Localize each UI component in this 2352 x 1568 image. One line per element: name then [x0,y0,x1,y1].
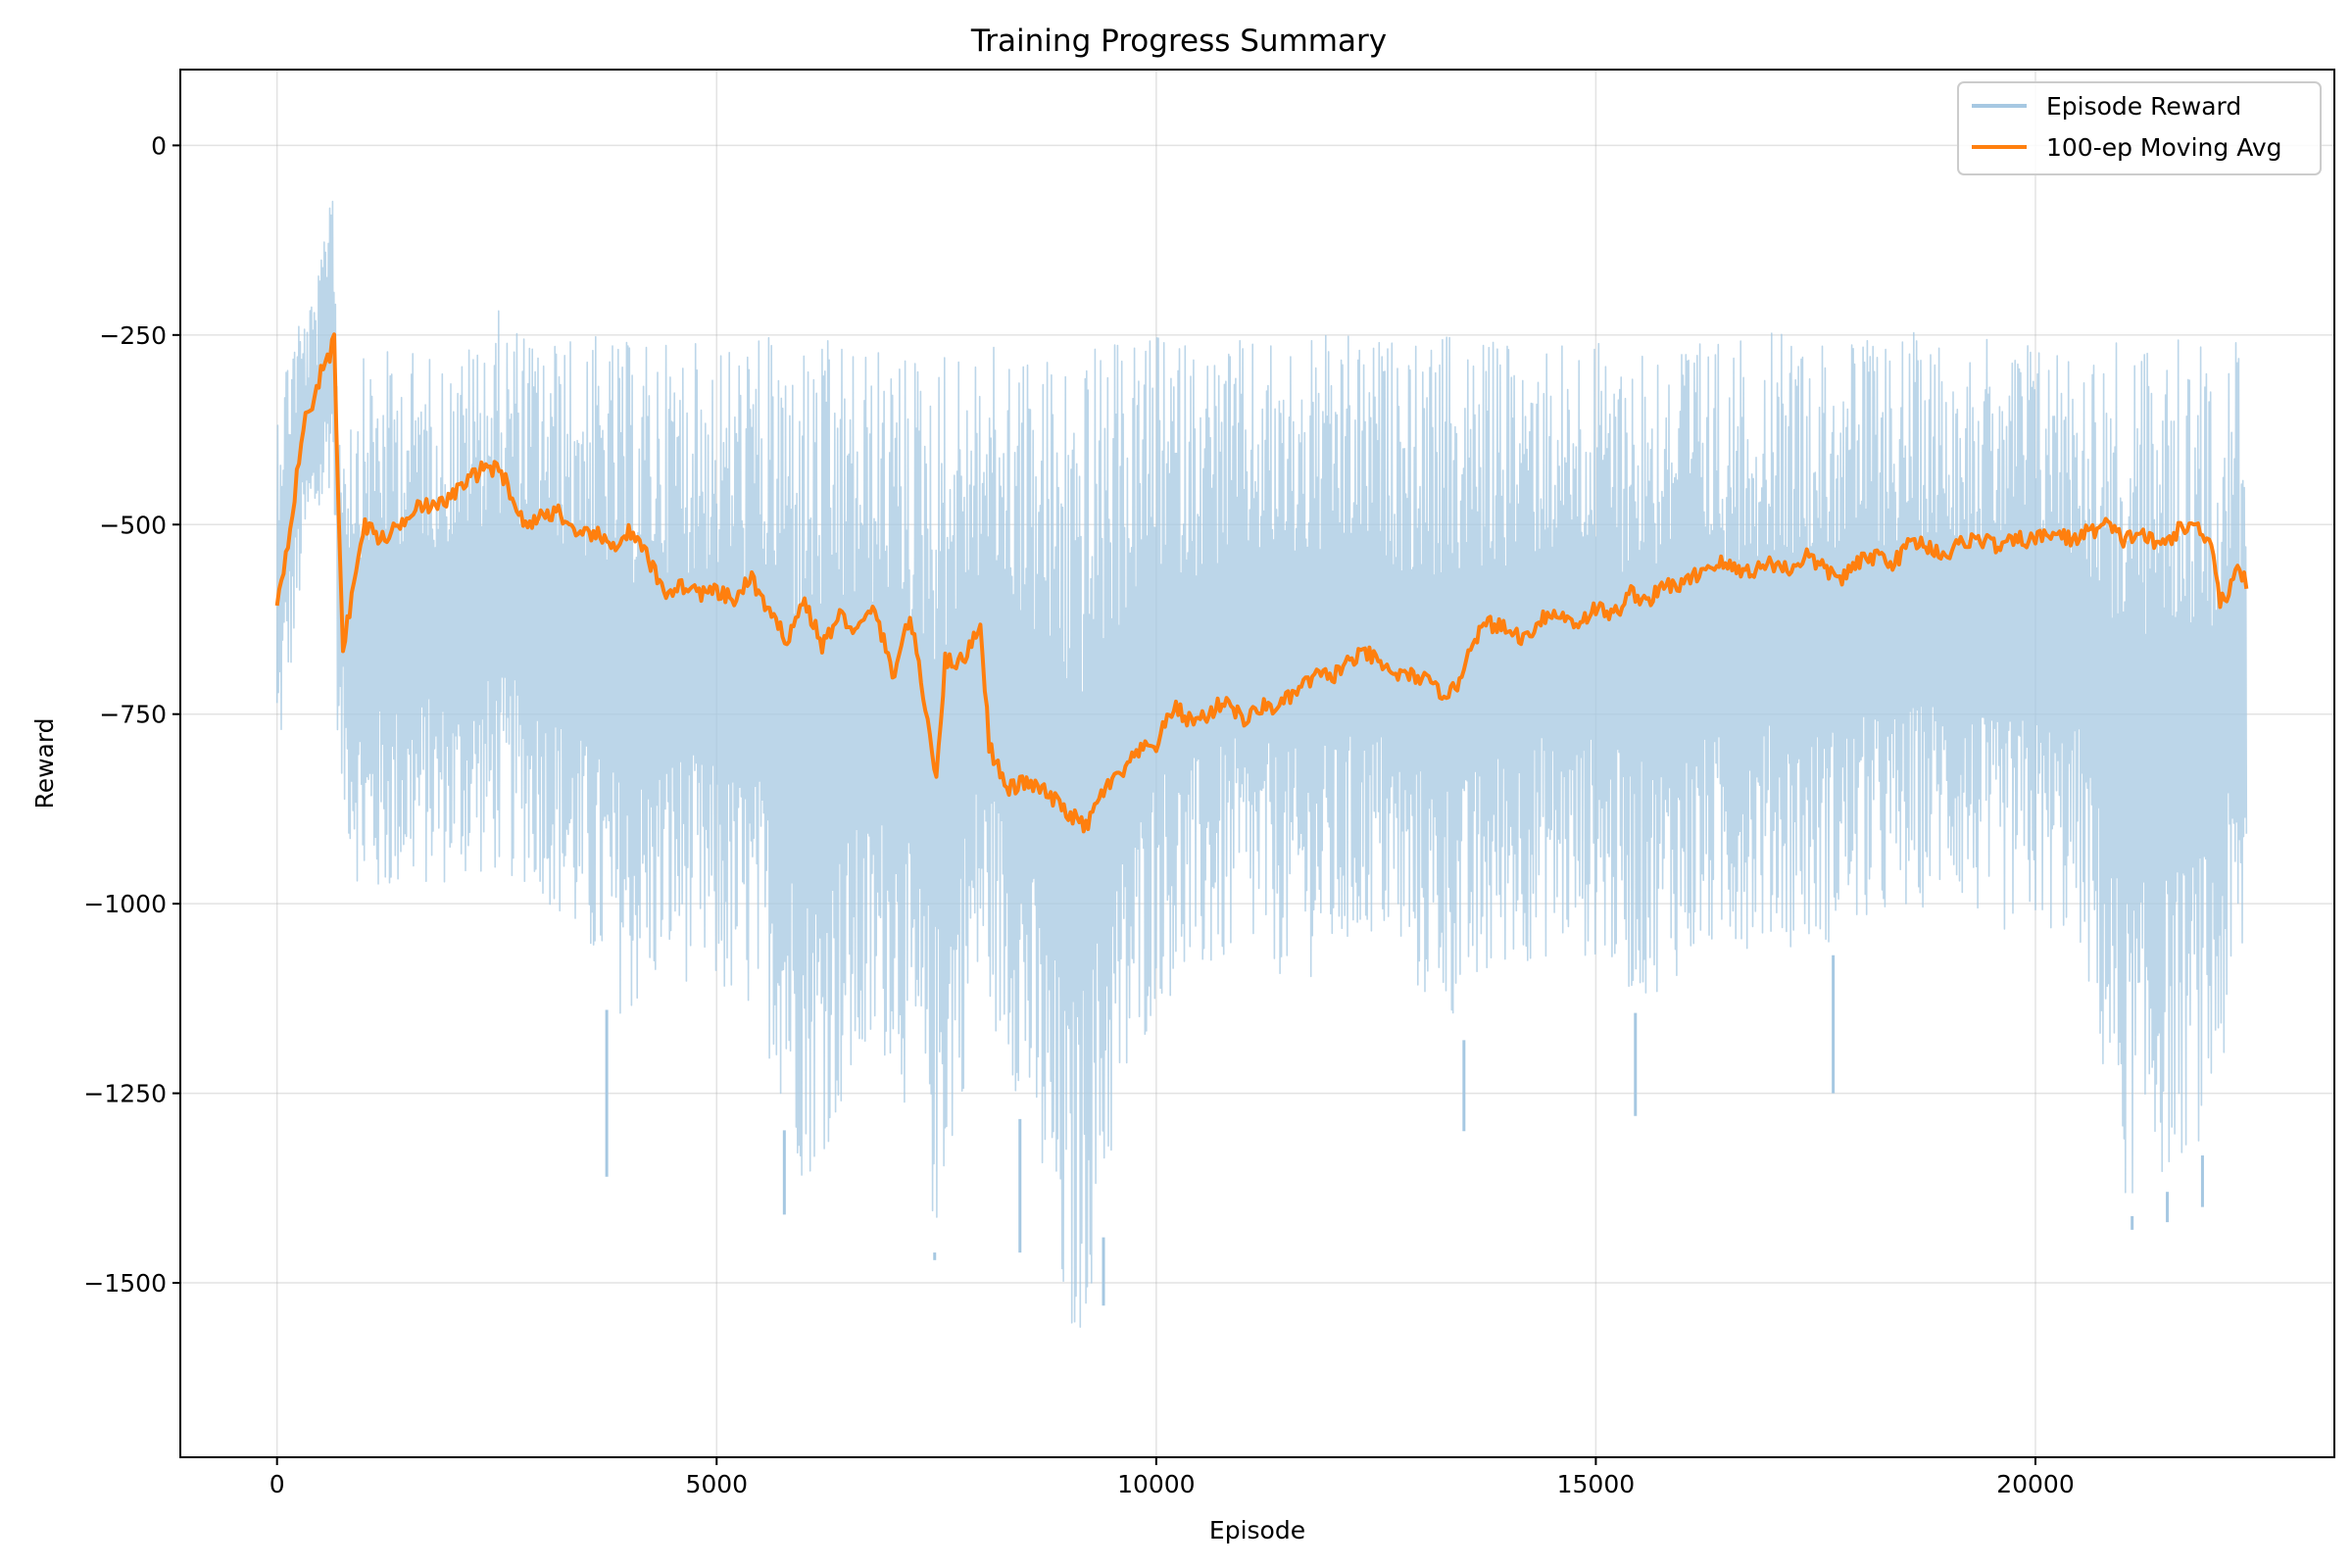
x-tick-label-3: 15000 [1557,1470,1636,1498]
legend-label-moving-avg: 100-ep Moving Avg [2046,133,2282,162]
y-tick-label-6: −1500 [83,1269,167,1298]
y-tick-label-2: −500 [99,511,167,539]
y-tick-label-3: −750 [99,701,167,729]
chart-title: Training Progress Summary [970,24,1387,59]
moving-avg-line [274,332,2249,834]
x-tick-label-0: 0 [270,1470,285,1498]
legend-box [1957,81,2322,175]
x-axis-ticks: 0 5000 10000 15000 20000 [270,1457,2075,1498]
x-tick-label-1: 5000 [685,1470,748,1498]
legend: Episode Reward 100-ep Moving Avg [1957,81,2322,175]
y-tick-label-5: −1250 [83,1080,167,1108]
y-axis-ticks: 0 −250 −500 −750 −1000 −1250 −1500 [83,131,180,1298]
x-tick-label-2: 10000 [1117,1470,1196,1498]
y-tick-label-1: −250 [99,321,167,350]
y-axis-label: Reward [30,717,59,808]
episode-reward-layer [275,200,2248,1328]
x-tick-label-4: 20000 [1996,1470,2075,1498]
y-tick-label-0: 0 [151,131,167,160]
moving-avg-layer [274,332,2249,834]
y-tick-label-4: −1000 [83,890,167,918]
episode-reward-line [275,200,2248,1328]
plot-frame [179,69,2335,1458]
x-axis-label: Episode [1209,1516,1305,1544]
legend-label-episode-reward: Episode Reward [2046,92,2241,121]
